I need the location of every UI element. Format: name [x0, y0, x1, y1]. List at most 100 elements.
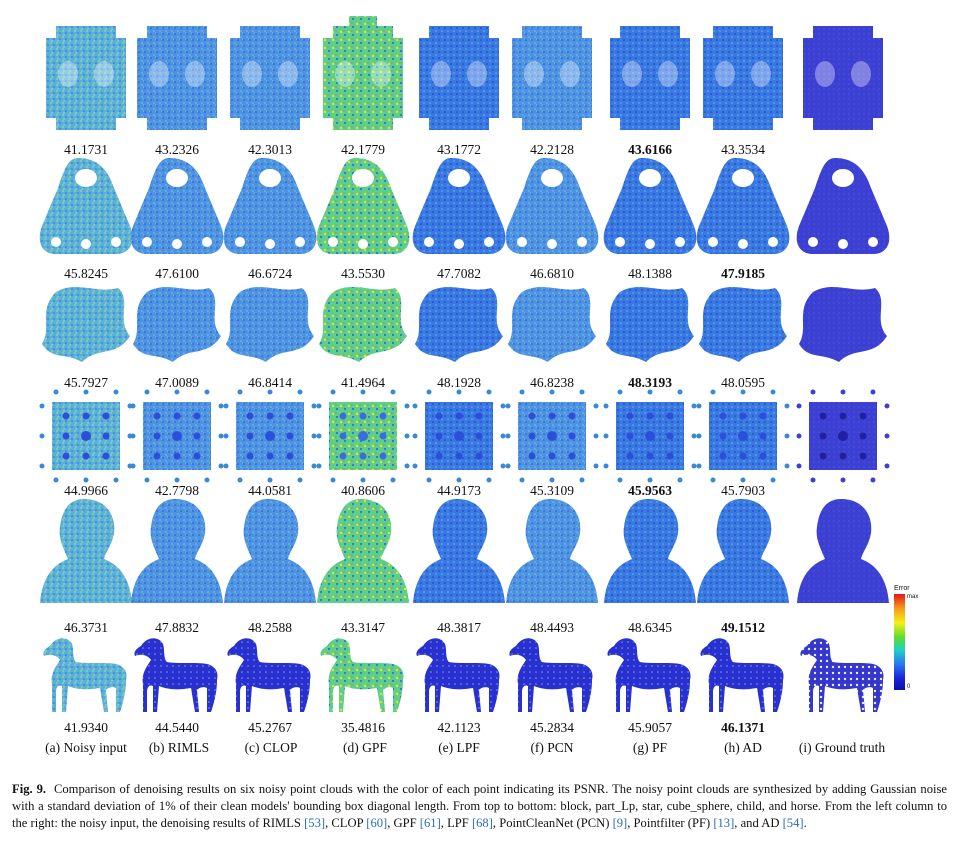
psnr-value: 48.3817 — [437, 620, 481, 635]
point-cloud-horse-col-4 — [416, 638, 500, 712]
point-cloud-block-col-5 — [512, 26, 592, 130]
psnr-value: 47.0089 — [155, 375, 199, 390]
column-label-pf: (g) PF — [632, 740, 668, 755]
point-cloud-grid — [39, 16, 890, 712]
column-label-lpf: (e) LPF — [438, 740, 480, 755]
point-cloud-block-col-3 — [323, 16, 403, 130]
point-cloud-cube-sphere-col-7 — [696, 389, 790, 483]
point-cloud-star-col-0 — [42, 286, 130, 362]
psnr-value-best: 48.3193 — [628, 375, 672, 390]
point-cloud-part-Lp-col-6 — [603, 158, 697, 254]
citation-link[interactable]: [13] — [713, 816, 735, 830]
point-cloud-star-col-4 — [415, 286, 503, 362]
psnr-value: 42.1123 — [437, 720, 481, 735]
caption-text-8: . — [803, 816, 807, 830]
column-label-noisy-input: (a) Noisy input — [45, 740, 127, 755]
point-cloud-star-col-7 — [699, 286, 787, 362]
psnr-value: 44.9173 — [437, 483, 481, 498]
point-cloud-horse-col-3 — [320, 638, 404, 712]
psnr-value: 45.3109 — [530, 483, 574, 498]
citation-link[interactable]: [68] — [471, 816, 493, 830]
point-cloud-child-col-8 — [797, 499, 889, 603]
psnr-value: 41.4964 — [341, 375, 385, 390]
psnr-value: 42.3013 — [248, 142, 292, 157]
column-label-clop: (c) CLOP — [244, 740, 298, 755]
psnr-value: 42.7798 — [155, 483, 199, 498]
psnr-value: 45.9057 — [628, 720, 672, 735]
point-cloud-part-Lp-col-0 — [39, 158, 133, 254]
caption-text-4: , LPF — [440, 816, 472, 830]
psnr-value: 45.7903 — [721, 483, 765, 498]
point-cloud-star-col-8 — [799, 286, 887, 362]
psnr-value-best: 47.9185 — [721, 266, 765, 281]
point-cloud-horse-col-2 — [227, 638, 311, 712]
point-cloud-cube-sphere-col-3 — [316, 389, 410, 483]
point-cloud-cube-sphere-col-0 — [39, 389, 133, 483]
figure-caption: Fig. 9. Comparison of denoising results … — [12, 781, 947, 832]
citation-link[interactable]: [54] — [782, 816, 804, 830]
caption-text-5: , PointCleanNet (PCN) — [492, 816, 613, 830]
point-cloud-part-Lp-col-1 — [130, 158, 224, 254]
error-colorbar: Error max 0 — [892, 585, 952, 697]
point-cloud-child-col-4 — [413, 499, 505, 603]
citation-link[interactable]: [61] — [419, 816, 441, 830]
point-cloud-part-Lp-col-5 — [505, 158, 599, 254]
psnr-value: 43.2326 — [155, 142, 199, 157]
point-cloud-child-col-1 — [131, 499, 223, 603]
point-cloud-part-Lp-col-8 — [796, 158, 890, 254]
point-cloud-part-Lp-col-2 — [223, 158, 317, 254]
psnr-value: 41.1731 — [64, 142, 108, 157]
point-cloud-horse-col-1 — [134, 638, 218, 712]
point-cloud-horse-col-5 — [509, 638, 593, 712]
psnr-value: 48.0595 — [721, 375, 765, 390]
point-cloud-part-Lp-col-7 — [696, 158, 790, 254]
point-cloud-block-col-4 — [419, 26, 499, 130]
psnr-value: 47.7082 — [437, 266, 481, 281]
psnr-value: 45.7927 — [64, 375, 108, 390]
psnr-value: 46.8414 — [248, 375, 292, 390]
psnr-value: 44.0581 — [248, 483, 292, 498]
citation-link[interactable]: [9] — [612, 816, 628, 830]
citation-link[interactable]: [60] — [366, 816, 388, 830]
colorbar-gradient — [894, 594, 905, 690]
caption-label: Fig. 9. — [12, 782, 47, 796]
point-cloud-horse-col-0 — [43, 638, 127, 712]
point-cloud-part-Lp-col-4 — [412, 158, 506, 254]
point-cloud-cube-sphere-col-8 — [796, 389, 890, 483]
psnr-value: 42.2128 — [530, 142, 574, 157]
point-cloud-star-col-3 — [319, 286, 407, 362]
point-cloud-star-col-5 — [508, 286, 596, 362]
psnr-value: 46.6810 — [530, 266, 574, 281]
point-cloud-block-col-0 — [46, 26, 126, 130]
point-cloud-part-Lp-col-3 — [316, 158, 410, 254]
psnr-value-best: 49.1512 — [721, 620, 765, 635]
psnr-value-best: 45.9563 — [628, 483, 672, 498]
column-label-ad: (h) AD — [724, 740, 762, 755]
point-cloud-horse-col-6 — [607, 638, 691, 712]
psnr-value: 41.9340 — [64, 720, 108, 735]
colorbar-min-label: 0 — [907, 684, 911, 690]
caption-text-7: , and AD — [734, 816, 783, 830]
colorbar-title: Error — [894, 585, 910, 592]
psnr-value: 48.4493 — [530, 620, 574, 635]
psnr-value: 45.2767 — [248, 720, 292, 735]
psnr-value: 44.5440 — [155, 720, 199, 735]
psnr-value: 45.8245 — [64, 266, 108, 281]
psnr-value: 48.1388 — [628, 266, 672, 281]
caption-text-1: Comparison of denoising results on six n… — [12, 782, 948, 830]
point-cloud-block-col-1 — [137, 26, 217, 130]
psnr-value: 43.1772 — [437, 142, 481, 157]
column-label-gpf: (d) GPF — [343, 740, 387, 755]
citation-link[interactable]: [53] — [304, 816, 326, 830]
point-cloud-horse-col-7 — [700, 638, 784, 712]
caption-text-2: , CLOP — [325, 816, 367, 830]
colorbar-max-label: max — [907, 594, 919, 600]
psnr-value-best: 46.1371 — [721, 720, 765, 735]
point-cloud-block-col-6 — [610, 26, 690, 130]
psnr-value: 40.8606 — [341, 483, 385, 498]
psnr-value: 48.2588 — [248, 620, 292, 635]
psnr-value-best: 43.6166 — [628, 142, 672, 157]
psnr-value: 47.8832 — [155, 620, 199, 635]
point-cloud-cube-sphere-col-6 — [603, 389, 697, 483]
